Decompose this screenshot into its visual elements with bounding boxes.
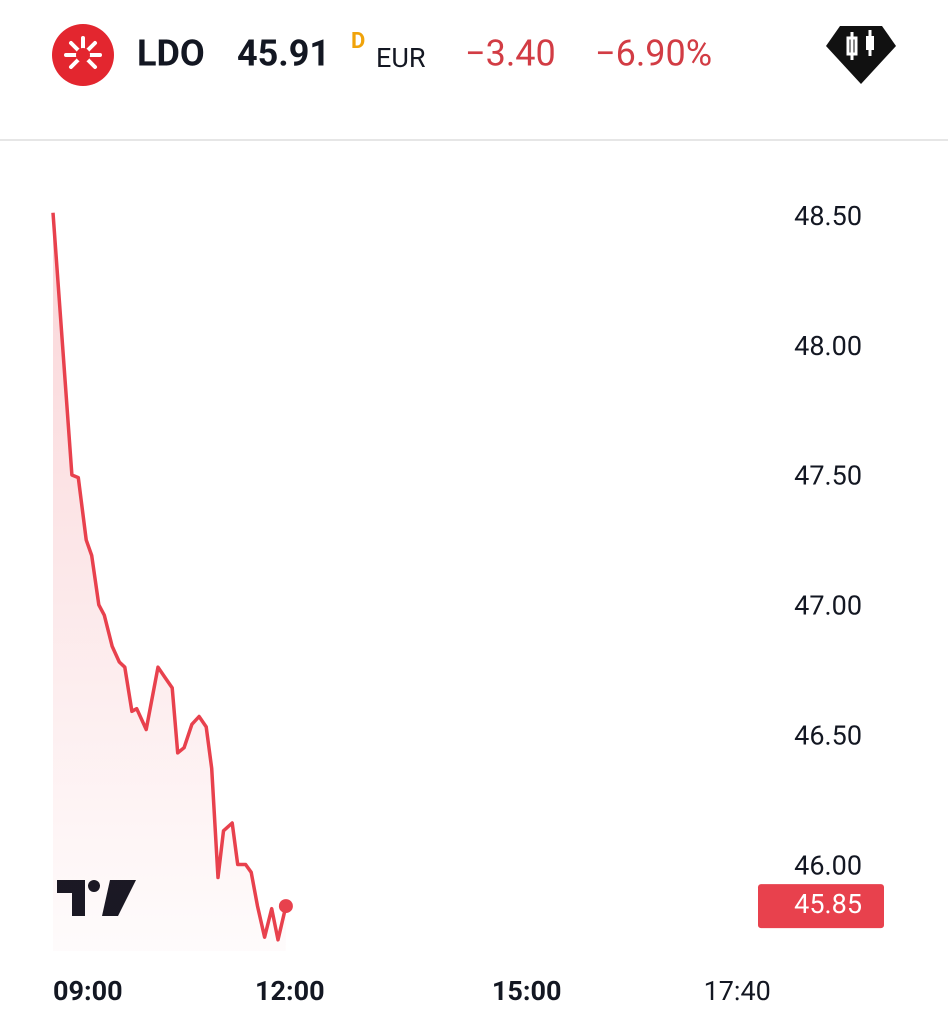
logo-mark <box>64 36 102 69</box>
flag: D <box>351 29 365 54</box>
symbol: LDO <box>137 33 205 75</box>
y-tick-label: 48.00 <box>794 330 862 362</box>
y-tick-label: 46.50 <box>794 719 862 751</box>
currency: EUR <box>376 42 426 74</box>
price: 45.91 <box>237 33 330 75</box>
y-tick-label: 47.00 <box>794 590 862 622</box>
x-tick-label: 12:00 <box>255 975 325 1007</box>
y-tick-label: 48.50 <box>794 200 862 232</box>
price-tag-label: 45.85 <box>794 888 862 920</box>
x-tick-label: 17:40 <box>704 975 771 1007</box>
y-tick-label: 46.00 <box>794 849 862 881</box>
change: −3.40 <box>465 33 556 75</box>
area <box>53 212 286 951</box>
x-tick-label: 09:00 <box>53 975 123 1007</box>
price-tag-box <box>758 884 884 929</box>
header: LDO 45.91 D EUR −3.40 −6.90% <box>52 24 896 86</box>
last-point <box>278 899 293 914</box>
price-tag: 45.85 <box>758 884 884 929</box>
y-tick-label: 47.50 <box>794 460 862 492</box>
price-line <box>51 212 288 942</box>
x-tick-label: 15:00 <box>492 975 562 1007</box>
change-pct: −6.90% <box>595 33 712 75</box>
chart-type-icon[interactable] <box>826 26 896 84</box>
